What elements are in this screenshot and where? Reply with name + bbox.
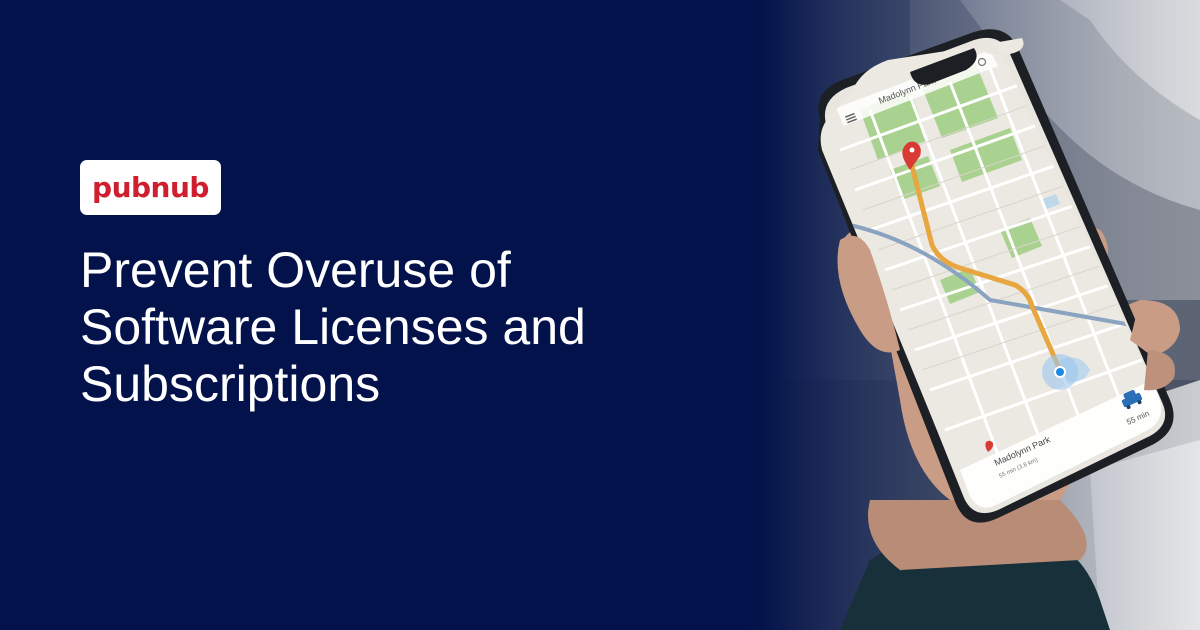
headline-line-2: Software Licenses and [80,299,586,355]
car-icon [1121,389,1143,410]
phone-illustration: Madolynn Park Madolynn Park 55 min (3.8 … [760,0,1200,630]
headline-line-1: Prevent Overuse of [80,242,511,298]
search-icon [977,57,987,67]
location-dot-icon [1054,366,1066,378]
destination-pin-icon [985,440,994,452]
pubnub-logo: pubnub [80,160,221,215]
menu-icon [844,112,857,124]
logo-text: pubnub [92,171,209,204]
route-line [907,155,1063,373]
map-pin-icon [902,141,921,170]
hand-holding-phone-photo: Madolynn Park Madolynn Park 55 min (3.8 … [760,0,1200,630]
headline: Prevent Overuse of Software Licenses and… [80,242,720,413]
headline-line-3: Subscriptions [80,356,381,412]
